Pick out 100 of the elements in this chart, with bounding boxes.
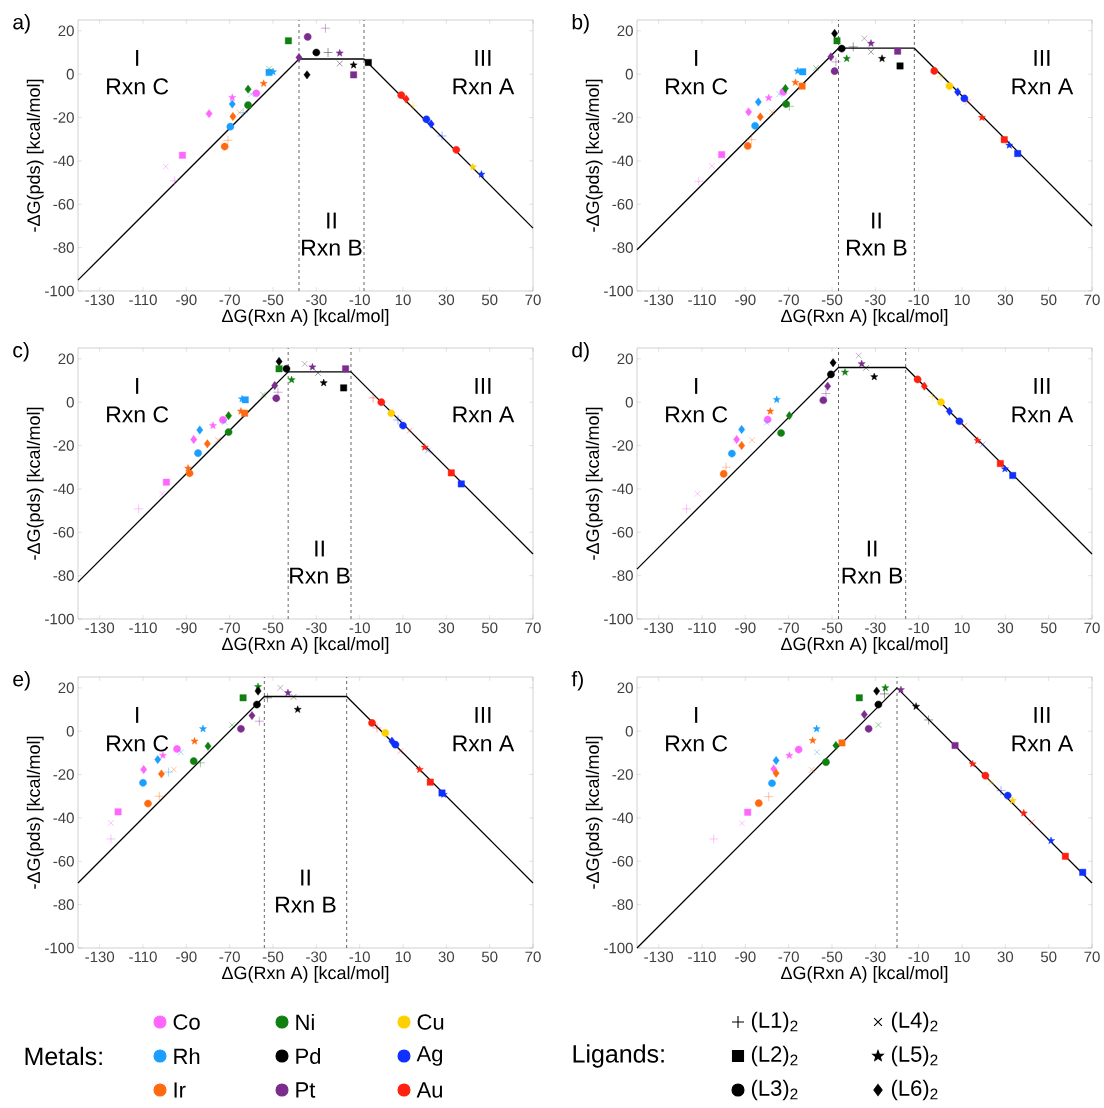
annotation: III bbox=[1034, 707, 1050, 723]
y-tick-label: 20 bbox=[617, 25, 634, 37]
x-tick-label: -70 bbox=[778, 622, 800, 634]
y-tick-label: -20 bbox=[612, 440, 634, 451]
x-tick-label: -90 bbox=[735, 622, 756, 634]
x-tick-label: -30 bbox=[865, 294, 886, 306]
x-tick-label: -50 bbox=[262, 294, 284, 306]
legend-label: Pt bbox=[296, 1082, 316, 1098]
y-tick-label: -60 bbox=[612, 526, 634, 538]
legend-title: Ligands: bbox=[573, 1044, 664, 1068]
y-tick-label: -100 bbox=[45, 285, 75, 297]
x-tick-label: 30 bbox=[997, 622, 1014, 634]
x-tick-label: 30 bbox=[438, 622, 455, 634]
x-tick-label: -130 bbox=[85, 622, 115, 634]
y-tick-label: -40 bbox=[612, 812, 634, 824]
y-tick-label: 0 bbox=[66, 725, 75, 737]
y-tick-label: -80 bbox=[612, 570, 634, 581]
x-axis-title: ΔG(Rxn A) [kcal/mol] bbox=[781, 309, 948, 326]
chart-title: e) bbox=[13, 671, 30, 691]
legend-label: Pd bbox=[296, 1047, 321, 1065]
y-tick-label: -60 bbox=[612, 855, 634, 867]
x-tick-label: -30 bbox=[306, 951, 327, 963]
x-tick-label: 70 bbox=[1084, 622, 1100, 634]
y-axis-title: -ΔG(pds) [kcal/mol] bbox=[26, 79, 44, 232]
x-tick-label: 10 bbox=[954, 951, 970, 963]
x-tick-label: -110 bbox=[129, 622, 158, 634]
annotation: III bbox=[1034, 378, 1050, 394]
annotation: I bbox=[695, 707, 698, 723]
chart-title: a) bbox=[13, 14, 30, 34]
annotation: II bbox=[315, 540, 325, 557]
legend-label: Rh bbox=[174, 1048, 200, 1064]
y-tick-label: -100 bbox=[604, 285, 634, 297]
y-axis-title: -ΔG(pds) [kcal/mol] bbox=[585, 79, 603, 232]
annotation: II bbox=[872, 212, 881, 229]
legend-label: Ni bbox=[296, 1014, 314, 1030]
legend-label: Ir bbox=[174, 1082, 186, 1098]
y-tick-label: -80 bbox=[53, 570, 75, 581]
y-tick-label: -40 bbox=[612, 155, 634, 167]
y-tick-label: -20 bbox=[53, 769, 75, 780]
x-tick-label: -90 bbox=[176, 951, 197, 963]
x-tick-label: 50 bbox=[1041, 294, 1057, 306]
x-tick-label: -10 bbox=[349, 951, 371, 963]
x-tick-label: -70 bbox=[219, 294, 241, 306]
y-tick-label: 0 bbox=[66, 396, 75, 408]
x-tick-label: -50 bbox=[821, 622, 843, 634]
x-tick-label: -70 bbox=[219, 951, 241, 963]
legend-label: (L3)$_{2}$ bbox=[752, 1079, 798, 1101]
chart-title: d) bbox=[572, 342, 589, 362]
y-tick-label: -20 bbox=[612, 112, 634, 123]
legend-label: Au bbox=[416, 1082, 443, 1098]
annotation: Rxn C bbox=[666, 406, 728, 423]
x-tick-label: -30 bbox=[306, 294, 327, 306]
x-tick-label: -130 bbox=[644, 951, 674, 963]
y-tick-label: -60 bbox=[53, 526, 75, 538]
y-tick-label: 20 bbox=[58, 353, 75, 365]
annotation: Rxn B bbox=[290, 567, 350, 584]
y-tick-label: 0 bbox=[625, 725, 634, 737]
y-axis-title: -ΔG(pds) [kcal/mol] bbox=[585, 407, 603, 560]
annotation: Rxn C bbox=[666, 78, 728, 95]
y-tick-label: 20 bbox=[617, 353, 634, 365]
y-tick-label: -60 bbox=[53, 855, 75, 867]
legend-label: Cu bbox=[417, 1014, 444, 1030]
x-tick-label: -50 bbox=[262, 951, 284, 963]
chart-title: b) bbox=[572, 14, 589, 34]
annotation: III bbox=[475, 378, 491, 394]
x-tick-label: -70 bbox=[778, 951, 800, 963]
x-tick-label: -10 bbox=[908, 951, 930, 963]
x-axis-title: ΔG(Rxn A) [kcal/mol] bbox=[222, 637, 389, 654]
y-tick-label: -100 bbox=[45, 613, 75, 625]
annotation: Rxn C bbox=[666, 735, 728, 752]
x-tick-label: -110 bbox=[129, 294, 158, 306]
annotation: Rxn A bbox=[453, 406, 515, 423]
legend-label: (L4)$_{2}$ bbox=[892, 1011, 938, 1033]
x-tick-label: 70 bbox=[525, 294, 541, 306]
y-tick-label: 20 bbox=[617, 682, 634, 694]
y-tick-label: 20 bbox=[58, 682, 75, 694]
annotation: Rxn B bbox=[302, 239, 362, 256]
x-tick-label: -130 bbox=[85, 294, 115, 306]
x-tick-label: 10 bbox=[395, 622, 411, 634]
x-tick-label: -30 bbox=[865, 951, 886, 963]
x-tick-label: -130 bbox=[644, 294, 674, 306]
x-tick-label: 70 bbox=[1084, 294, 1100, 306]
x-tick-label: -30 bbox=[306, 622, 327, 634]
y-tick-label: -20 bbox=[612, 769, 634, 780]
x-tick-label: -110 bbox=[688, 622, 717, 634]
x-tick-label: 50 bbox=[1041, 622, 1057, 634]
y-axis-title: -ΔG(pds) [kcal/mol] bbox=[26, 407, 44, 560]
x-tick-label: -50 bbox=[262, 622, 284, 634]
annotation: I bbox=[695, 378, 698, 394]
x-tick-label: -10 bbox=[349, 294, 371, 306]
annotation: III bbox=[475, 50, 491, 66]
x-tick-label: 30 bbox=[997, 951, 1014, 963]
annotation: Rxn B bbox=[842, 567, 903, 584]
y-tick-label: -20 bbox=[53, 440, 75, 451]
annotation: Rxn C bbox=[107, 78, 169, 95]
x-tick-label: -10 bbox=[908, 622, 930, 634]
x-tick-label: -10 bbox=[349, 622, 371, 634]
y-axis-title: -ΔG(pds) [kcal/mol] bbox=[585, 736, 603, 889]
chart-title: c) bbox=[13, 342, 29, 362]
y-tick-label: 0 bbox=[625, 68, 634, 80]
